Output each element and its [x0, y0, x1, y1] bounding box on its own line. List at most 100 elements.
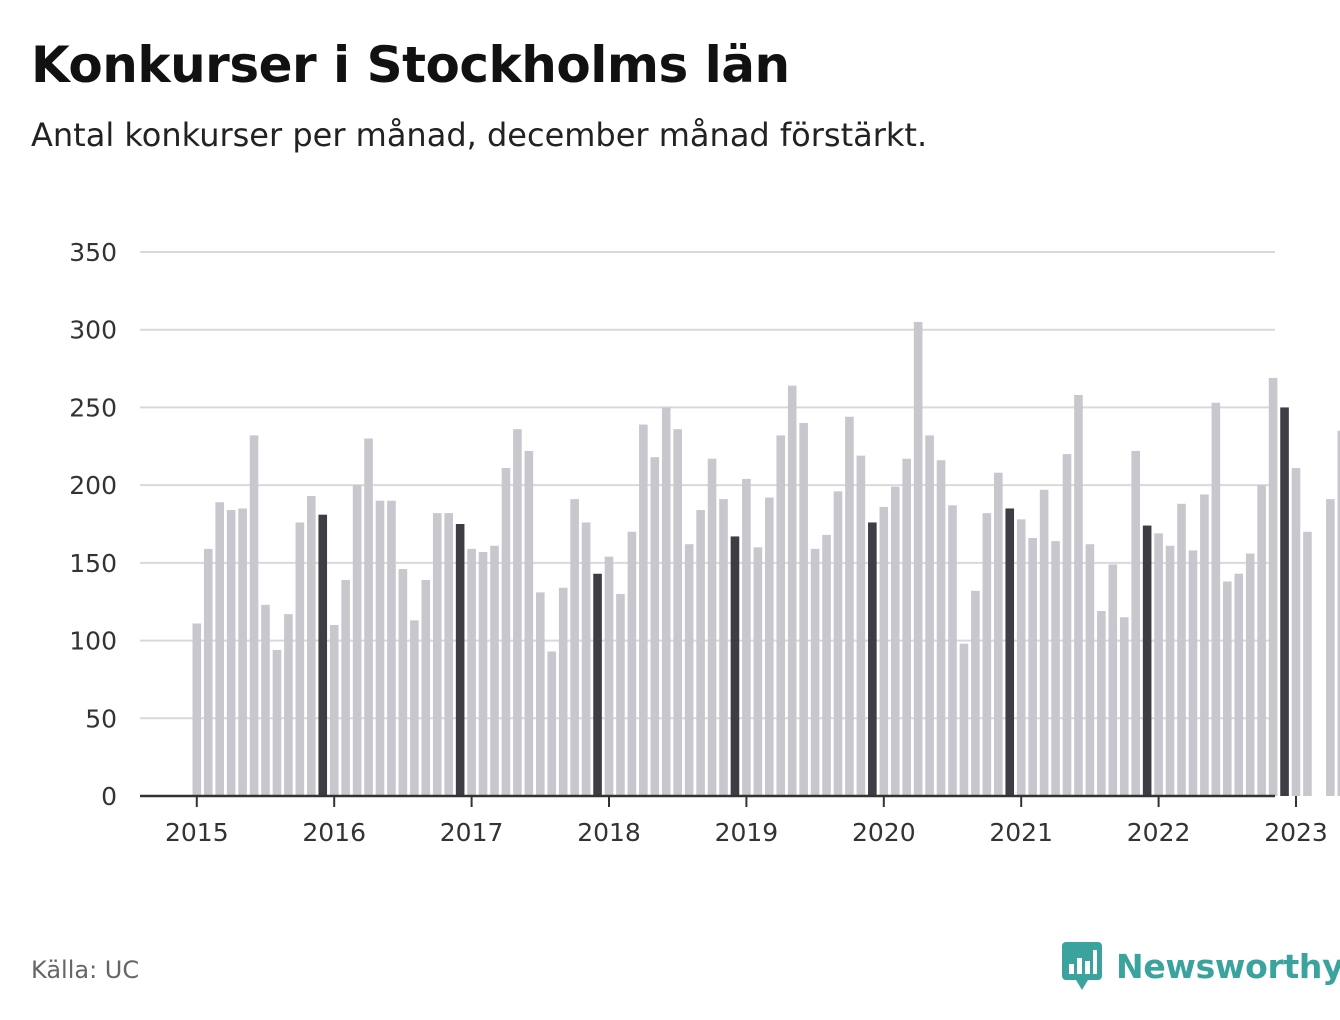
y-tick-label: 0	[101, 782, 117, 811]
bar	[570, 499, 579, 796]
bar	[398, 569, 408, 796]
bar	[524, 450, 534, 796]
newsworthy-logo-text: Newsworthy	[1116, 946, 1340, 986]
bar	[1200, 494, 1209, 796]
bar	[341, 579, 350, 796]
bar	[1223, 581, 1232, 796]
bar	[799, 422, 808, 796]
bar	[226, 510, 236, 796]
chart-title: Konkurser i Stockholms län	[31, 36, 790, 94]
y-tick-label: 50	[85, 704, 117, 733]
december-bar	[1280, 407, 1289, 796]
x-tick-label: 2022	[1127, 818, 1191, 847]
bar	[1154, 533, 1163, 796]
x-tick-label: 2019	[715, 818, 779, 847]
bar	[879, 506, 889, 796]
bar	[982, 513, 992, 796]
bar	[203, 548, 213, 796]
bar	[387, 500, 396, 796]
x-axis	[140, 794, 1297, 807]
bar	[547, 651, 557, 796]
bar	[650, 457, 660, 796]
bar	[192, 623, 202, 796]
y-tick-label: 350	[69, 238, 117, 267]
bar	[1051, 541, 1060, 796]
x-tick-label: 2023	[1264, 818, 1328, 847]
bar	[215, 502, 224, 796]
x-tick-label: 2017	[440, 818, 504, 847]
x-tick-label: 2015	[165, 818, 229, 847]
bar	[994, 472, 1003, 796]
bar	[536, 592, 545, 796]
y-tick-label: 100	[69, 627, 117, 656]
bar	[1211, 402, 1221, 796]
december-bar	[1005, 508, 1015, 796]
bar	[478, 551, 488, 796]
bar	[971, 590, 980, 796]
december-bar	[868, 522, 877, 796]
newsworthy-logo[interactable]: Newsworthy	[1062, 940, 1340, 992]
bar	[856, 455, 866, 796]
bar	[272, 649, 282, 796]
bar	[1016, 519, 1026, 796]
bar	[1245, 553, 1255, 796]
bar	[432, 513, 442, 796]
bar	[913, 321, 923, 796]
bar	[501, 468, 511, 796]
bar	[822, 534, 831, 796]
bar	[1085, 544, 1095, 796]
bar	[787, 385, 797, 796]
bar	[1291, 468, 1301, 796]
bar	[845, 416, 854, 796]
chart-subtitle: Antal konkurser per månad, december måna…	[31, 116, 928, 154]
bar	[490, 545, 499, 796]
bar	[707, 458, 717, 796]
x-tick-label: 2021	[989, 818, 1053, 847]
bars	[192, 321, 1340, 796]
bar	[810, 548, 820, 796]
december-bar	[593, 573, 602, 796]
bar	[684, 544, 694, 796]
x-tick-label: 2018	[577, 818, 641, 847]
y-tick-label: 200	[69, 471, 117, 500]
y-tick-label: 150	[69, 549, 117, 578]
bar	[742, 478, 751, 796]
bar	[558, 587, 568, 796]
bar	[1028, 537, 1037, 796]
december-bar	[318, 514, 328, 796]
source-note: Källa: UC	[31, 956, 140, 984]
bar	[1188, 550, 1198, 796]
bar	[1268, 377, 1278, 796]
december-bar	[730, 536, 740, 796]
bar	[1074, 394, 1083, 796]
bar	[329, 625, 339, 796]
bar	[295, 522, 305, 796]
bar	[1234, 573, 1244, 796]
bar	[581, 522, 591, 796]
bar	[833, 491, 843, 796]
bar	[1119, 617, 1129, 796]
bar	[902, 458, 911, 796]
bar	[1177, 503, 1186, 796]
bar	[661, 407, 671, 796]
bar	[925, 435, 934, 796]
y-tick-label: 300	[69, 316, 117, 345]
december-bar	[455, 524, 465, 796]
bar	[375, 500, 385, 796]
bar	[1039, 489, 1049, 796]
bar	[1097, 611, 1106, 796]
bar	[696, 510, 705, 796]
bar	[1108, 564, 1118, 796]
bar	[444, 513, 453, 796]
bar	[673, 429, 682, 796]
x-tick-label: 2016	[302, 818, 366, 847]
bar	[1062, 454, 1072, 796]
bar	[1326, 499, 1335, 796]
bar	[1303, 531, 1312, 796]
bar	[307, 496, 316, 796]
bar	[238, 508, 247, 796]
bar	[467, 548, 476, 796]
x-tick-label: 2020	[852, 818, 916, 847]
bar	[719, 499, 728, 796]
bar	[421, 579, 431, 796]
